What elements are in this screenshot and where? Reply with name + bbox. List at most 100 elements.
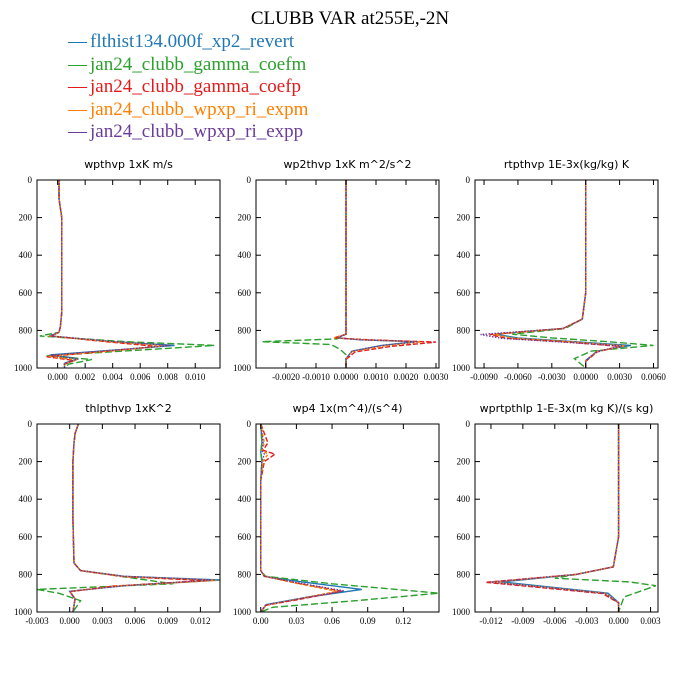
x-tick-label: 0.0010: [364, 372, 389, 382]
y-tick-label: 400: [457, 250, 471, 260]
series-line: [68, 423, 206, 613]
legend-label: jan24_clubb_wpxp_ri_expm: [90, 98, 309, 120]
legend-label: jan24_clubb_gamma_coefm: [90, 53, 307, 75]
x-tick-label: -0.0060: [504, 372, 532, 382]
y-tick-label: 400: [19, 494, 33, 504]
y-tick-label: 600: [19, 532, 33, 542]
panel-title: thlpthvp 1xK^2: [85, 402, 172, 415]
x-tick-label: 0.006: [125, 616, 146, 626]
y-tick-label: 800: [457, 325, 471, 335]
y-tick-label: 1000: [233, 607, 252, 617]
x-tick-label: -0.0030: [538, 372, 566, 382]
series-line: [36, 423, 174, 613]
series-line: [495, 180, 632, 368]
x-tick-label: 0.003: [92, 616, 113, 626]
plot-frame: [474, 179, 659, 369]
x-tick-label: -0.0010: [302, 372, 330, 382]
series-line: [333, 180, 437, 368]
x-tick-label: 0.0000: [573, 372, 598, 382]
x-tick-label: 0.008: [158, 372, 179, 382]
x-tick-label: 0.009: [158, 616, 179, 626]
x-tick-label: 0.000: [60, 616, 81, 626]
x-tick-label: 0.0030: [607, 372, 632, 382]
y-tick-label: 0: [247, 175, 252, 185]
y-tick-label: 600: [457, 288, 471, 298]
y-tick-label: 200: [238, 213, 252, 223]
x-tick-label: 0.12: [395, 616, 411, 626]
panel-title: wp2thvp 1xK m^2/s^2: [283, 158, 411, 171]
series-line: [260, 423, 440, 613]
series-line: [39, 180, 215, 369]
y-tick-label: 0: [247, 419, 252, 429]
legend: — flthist134.000f_xp2_revert — jan24_clubb…: [68, 31, 308, 144]
y-tick-label: 800: [238, 569, 252, 579]
x-tick-label: -0.003: [575, 616, 599, 626]
y-tick-label: 200: [457, 213, 471, 223]
x-tick-label: -0.0020: [272, 372, 300, 382]
series-line: [260, 423, 337, 613]
legend-item: — jan24_clubb_gamma_coefp: [68, 76, 308, 99]
series-line: [492, 180, 626, 368]
y-tick-label: 200: [19, 213, 33, 223]
y-tick-label: 800: [19, 569, 33, 579]
series-line: [554, 424, 657, 613]
plot-frame: [255, 179, 440, 369]
x-tick-label: 0.004: [103, 372, 124, 382]
x-tick-label: -0.009: [511, 616, 535, 626]
y-tick-label: 1000: [452, 363, 471, 373]
y-tick-label: 800: [238, 325, 252, 335]
plot-frame: [36, 423, 221, 613]
x-tick-label: 0.0020: [394, 372, 419, 382]
panel-title: wp4 1x(m^4)/(s^4): [293, 402, 403, 415]
legend-item: — jan24_clubb_wpxp_ri_expp: [68, 121, 308, 144]
page-title: CLUBB VAR at255E,-2N: [250, 8, 450, 29]
panel-title: rtpthvp 1E-3x(kg/kg) K: [504, 158, 630, 171]
y-tick-label: 200: [457, 457, 471, 467]
y-tick-label: 1000: [14, 363, 33, 373]
y-tick-label: 600: [238, 532, 252, 542]
y-tick-label: 0: [28, 419, 33, 429]
x-tick-label: 0.03: [289, 616, 305, 626]
y-tick-label: 600: [19, 288, 33, 298]
y-tick-label: 200: [238, 457, 252, 467]
series-line: [260, 423, 345, 613]
panel-title: wprtpthlp 1-E-3x(m kg K)/(s kg): [480, 402, 654, 415]
series-line: [480, 180, 623, 368]
y-tick-label: 400: [19, 250, 33, 260]
y-tick-label: 600: [238, 288, 252, 298]
x-tick-label: -0.012: [479, 616, 502, 626]
series-line: [501, 424, 620, 612]
x-tick-label: 0.00: [253, 616, 269, 626]
x-tick-label: 0.000: [48, 372, 69, 382]
series-line: [68, 423, 212, 613]
x-tick-label: 0.06: [324, 616, 340, 626]
y-tick-label: 0: [28, 175, 33, 185]
series-line: [46, 180, 157, 368]
series-line: [49, 180, 175, 368]
legend-label: jan24_clubb_gamma_coefp: [90, 76, 302, 97]
x-tick-label: 0.000: [609, 616, 630, 626]
series-line: [261, 180, 347, 368]
y-tick-label: 400: [238, 250, 252, 260]
x-tick-label: -0.003: [25, 616, 49, 626]
x-tick-label: 0.0030: [424, 372, 449, 382]
x-tick-label: 0.010: [185, 372, 206, 382]
series-line: [336, 180, 419, 368]
x-tick-label: 0.003: [640, 616, 661, 626]
legend-label: flthist134.000f_xp2_revert: [90, 31, 295, 52]
y-tick-label: 1000: [452, 607, 471, 617]
x-tick-label: 0.09: [360, 616, 376, 626]
legend-label: jan24_clubb_wpxp_ri_expp: [90, 121, 304, 142]
x-tick-label: 0.006: [130, 372, 151, 382]
y-tick-label: 1000: [14, 607, 33, 617]
y-tick-label: 800: [457, 569, 471, 579]
legend-dash: —: [68, 31, 87, 52]
series-line: [485, 424, 620, 612]
x-tick-label: -0.006: [543, 616, 567, 626]
legend-dash: —: [68, 98, 87, 120]
legend-item: — jan24_clubb_wpxp_ri_expm: [68, 99, 308, 122]
y-tick-label: 400: [457, 494, 471, 504]
y-tick-label: 0: [466, 419, 471, 429]
series-line: [489, 424, 620, 612]
